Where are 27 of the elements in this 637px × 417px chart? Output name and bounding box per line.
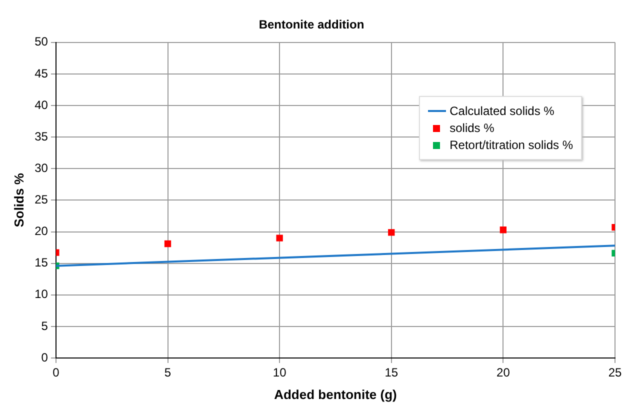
x-axis-title: Added bentonite (g) — [274, 386, 397, 402]
point — [164, 240, 172, 248]
x-tick-label: 15 — [384, 366, 398, 380]
y-tick-label: 50 — [34, 34, 48, 49]
y-tick-label: 45 — [34, 66, 48, 80]
legend-label: solids % — [450, 121, 494, 135]
y-tick-label: 15 — [34, 256, 48, 270]
y-tick-label: 5 — [41, 318, 48, 333]
point — [500, 226, 507, 234]
point — [388, 229, 395, 236]
y-tick-label: 30 — [34, 160, 48, 175]
y-tick-label: 25 — [34, 192, 48, 207]
legend-label: Calculated solids % — [450, 104, 554, 118]
chart-title: Bentonite addition — [258, 18, 364, 32]
legend-label: Retort/titration solids % — [450, 138, 573, 152]
y-tick-label: 0 — [41, 350, 48, 364]
point — [276, 234, 283, 242]
y-tick-label: 35 — [34, 129, 48, 144]
y-tick-label: 10 — [34, 287, 48, 302]
x-tick-label: 10 — [272, 366, 287, 380]
y-tick-label: 20 — [34, 224, 48, 238]
x-tick-label: 0 — [52, 366, 60, 380]
x-tick-label: 20 — [496, 366, 510, 380]
x-tick-label: 25 — [608, 366, 622, 380]
y-tick-label: 40 — [34, 98, 48, 112]
y-axis-title: Solids % — [11, 172, 26, 228]
x-tick-label: 5 — [164, 366, 172, 380]
